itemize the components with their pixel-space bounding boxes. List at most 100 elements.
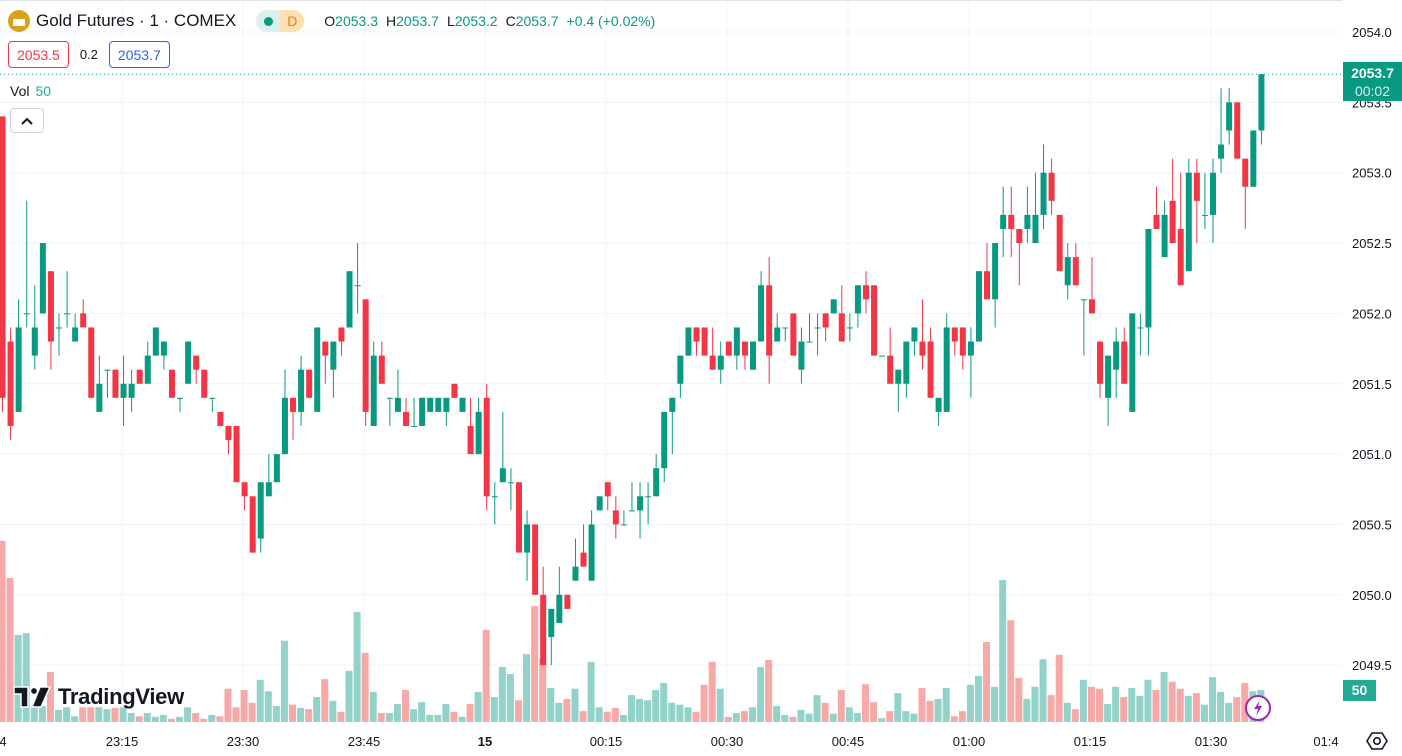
candle-body (193, 355, 200, 370)
volume-bar (1241, 682, 1249, 722)
volume-bar (474, 691, 482, 722)
price-tick-label: 2053.0 (1352, 166, 1392, 181)
candle (0, 116, 6, 412)
volume-bar (418, 702, 426, 722)
candle-body (701, 327, 708, 356)
price-axis[interactable]: 2054.02053.52053.02052.52052.02051.52051… (1352, 25, 1392, 673)
volume-bar (942, 688, 950, 722)
candle (1234, 102, 1241, 159)
candle (475, 397, 482, 455)
candle-body (1258, 74, 1265, 131)
candle (257, 482, 264, 553)
candle-body (838, 313, 845, 342)
candle-body (830, 299, 837, 314)
volume-bar (143, 713, 151, 722)
candle-body (1185, 172, 1192, 272)
candle (790, 313, 797, 356)
volume-bar (821, 702, 829, 722)
candle (136, 369, 143, 384)
candle (1113, 327, 1120, 398)
volume-bar (200, 718, 208, 722)
candle (1048, 158, 1055, 215)
volume-bar (498, 666, 506, 722)
volume-legend[interactable]: Vol 50 (10, 83, 51, 99)
candle (524, 510, 531, 581)
candle (483, 383, 490, 511)
candle-body (491, 496, 498, 498)
candle-body (177, 397, 184, 399)
candle (741, 341, 748, 370)
candle-body (725, 341, 732, 356)
candle (701, 327, 708, 356)
volume-bar (442, 704, 450, 722)
volume-bar (127, 713, 135, 722)
candle (1129, 313, 1136, 412)
candle-body (580, 552, 587, 567)
candle (943, 313, 950, 412)
candle (1032, 172, 1039, 244)
candle-body (467, 425, 474, 455)
candle-body (160, 341, 167, 356)
candle-body (427, 397, 434, 412)
candle (507, 468, 514, 511)
candle (1210, 158, 1216, 244)
volume-bar (1031, 686, 1039, 722)
buy-button[interactable]: 2053.7 (108, 41, 170, 68)
market-status[interactable]: D (256, 10, 305, 32)
volume-bar (636, 698, 644, 722)
symbol-title[interactable]: Gold Futures · 1 · COMEX (36, 11, 237, 30)
candle (80, 299, 87, 328)
settings-icon[interactable] (1366, 730, 1388, 752)
collapse-legend-button[interactable] (10, 108, 44, 133)
volume-bar (1104, 704, 1112, 722)
volume-bar (958, 711, 966, 722)
candle (919, 299, 926, 370)
tradingview-logo[interactable]: TradingView (12, 684, 184, 710)
candle (846, 313, 853, 342)
volume-bar (46, 672, 54, 722)
candle-body (378, 355, 385, 384)
volume-bar (103, 709, 111, 722)
volume-bar (393, 704, 401, 722)
volume-bar (934, 698, 942, 722)
volume-bar (159, 714, 167, 722)
volume-bar (1233, 697, 1241, 722)
candle (491, 482, 498, 525)
volume-bar (1225, 702, 1233, 722)
candle (1105, 355, 1112, 426)
volume-bar (329, 700, 337, 722)
time-tick-label: 00:30 (711, 734, 744, 749)
candle-body (1234, 102, 1241, 159)
volume-bar (1168, 681, 1176, 722)
candle (152, 327, 159, 356)
candle (225, 425, 232, 455)
candle-body (540, 594, 547, 666)
volume-bar (1023, 698, 1031, 722)
close-value: 2053.7 (515, 13, 559, 29)
volume-bar (861, 684, 869, 722)
candle-body (1145, 228, 1152, 328)
candle-body (822, 313, 829, 328)
candle (144, 341, 151, 384)
candle-body (475, 411, 482, 455)
time-axis[interactable]: 4 23:15 23:30 23:45 15 00:15 00:30 00:45 01:00 01… (0, 734, 1339, 749)
candle (677, 355, 684, 398)
volume-bar (1063, 702, 1071, 722)
time-tick-label: 23:15 (106, 734, 139, 749)
candle-body (435, 397, 442, 412)
candle-body (846, 327, 853, 329)
candle (1056, 214, 1063, 272)
volume-bar (587, 661, 595, 722)
sell-button[interactable]: 2053.5 (8, 41, 69, 68)
candle (201, 369, 208, 398)
candle (645, 482, 652, 525)
volume-bar (434, 714, 442, 722)
lightning-icon[interactable] (1244, 694, 1272, 722)
candle-body (862, 285, 869, 300)
candle-body (871, 285, 878, 356)
candle (1016, 228, 1023, 286)
volume-bar (458, 716, 466, 722)
volume-bar (781, 714, 789, 722)
candle (532, 524, 539, 595)
